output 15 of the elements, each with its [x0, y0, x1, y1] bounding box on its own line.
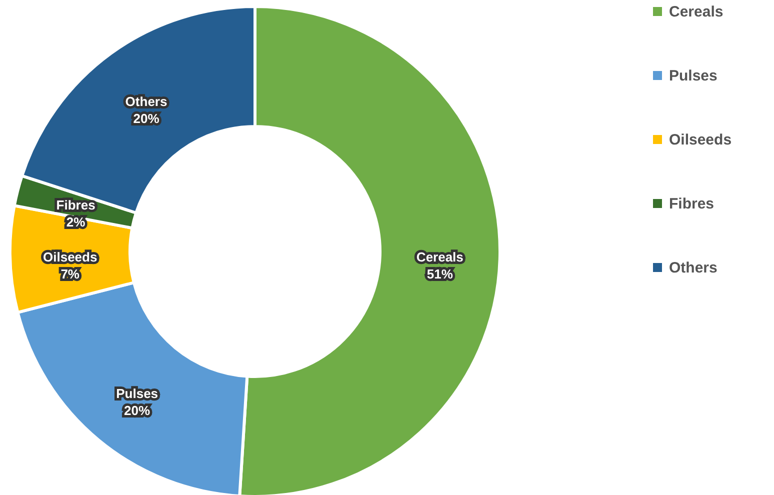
data-label: 20% — [124, 403, 151, 418]
data-label: 51% — [426, 266, 454, 282]
data-label: 2% — [66, 214, 86, 230]
legend-label: Fibres — [669, 196, 714, 212]
legend-label: Pulses — [669, 68, 718, 84]
slice-label: Fibres — [56, 197, 96, 212]
data-label: 7% — [60, 266, 80, 282]
slice-label: Cereals — [416, 249, 464, 264]
slice-label: Others — [125, 94, 168, 109]
slice-label: Oilseeds — [42, 249, 98, 264]
legend-label: Others — [669, 260, 718, 276]
slice-label: Pulses — [116, 386, 158, 402]
legend-label: Oilseeds — [669, 132, 732, 148]
data-label: 20% — [133, 110, 160, 126]
legend-label: Cereals — [669, 4, 724, 20]
